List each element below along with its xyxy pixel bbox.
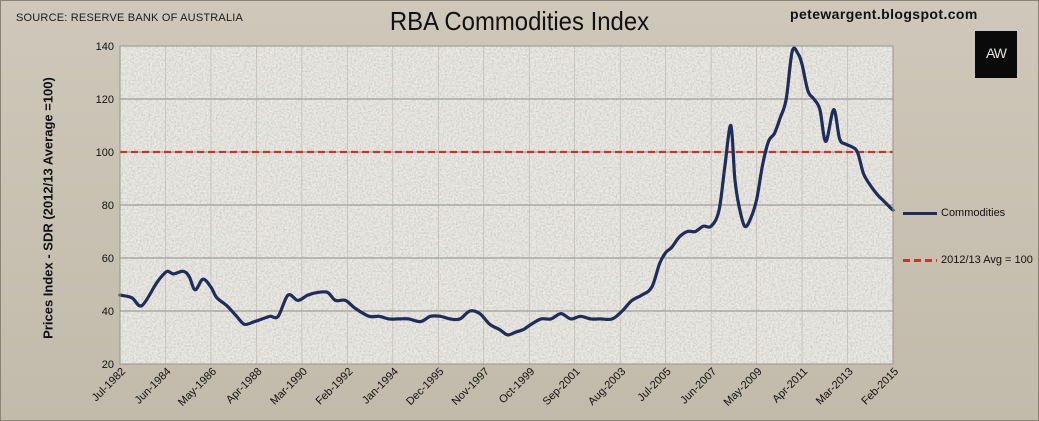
series-line-commodities: [118, 46, 895, 337]
x-tick-label-Jul-1982: Jul-1982: [90, 366, 128, 404]
x-tick-label-Jan-1994: Jan-1994: [360, 366, 401, 407]
x-tick-label-Mar-1990: Mar-1990: [268, 366, 310, 408]
y-tick-label-40: 40: [102, 306, 114, 318]
legend-item-average: 2012/13 Avg = 100: [903, 254, 1033, 266]
x-tick-label-Sep-2001: Sep-2001: [541, 366, 583, 408]
x-tick-label-Jun-1984: Jun-1984: [133, 366, 174, 407]
plot-area-border: [119, 45, 894, 365]
logo-text: AW: [985, 45, 1007, 61]
legend-label-average: 2012/13 Avg = 100: [941, 254, 1033, 266]
legend-item-commodities: Commodities: [903, 207, 1005, 219]
y-tick-label-120: 120: [96, 94, 114, 106]
x-tick-label-Jul-2005: Jul-2005: [635, 366, 673, 404]
y-tick-labels: 20 40 60 80 100 120 140: [96, 41, 114, 371]
x-tick-label-Nov-1997: Nov-1997: [450, 366, 492, 408]
x-tick-label-Feb-2015: Feb-2015: [859, 366, 901, 408]
x-tick-label-Dec-1995: Dec-1995: [404, 366, 446, 408]
y-tick-label-140: 140: [96, 41, 114, 53]
blog-url: petewargent.blogspot.com: [790, 6, 978, 22]
y-tick-label-60: 60: [102, 253, 114, 265]
x-tick-label-Mar-2013: Mar-2013: [814, 366, 856, 408]
y-tick-label-20: 20: [102, 359, 114, 371]
y-tick-label-100: 100: [96, 147, 114, 159]
series-layer: [118, 46, 895, 337]
x-tick-labels: Jul-1982 Jun-1984 May-1986 Apr-1988 Mar-1990…: [90, 366, 901, 409]
legend-swatch-average: [903, 258, 937, 262]
chart-title: RBA Commodities Index: [389, 6, 650, 36]
x-tick-label-Aug-2003: Aug-2003: [586, 366, 628, 408]
x-tick-label-May-2009: May-2009: [722, 366, 765, 409]
x-tick-label-Apr-2011: Apr-2011: [770, 366, 810, 406]
aw-logo: AW: [975, 31, 1017, 78]
x-tick-label-May-1986: May-1986: [176, 366, 219, 409]
x-tick-label-Feb-1992: Feb-1992: [314, 366, 356, 408]
legend-swatch-commodities: [903, 211, 937, 215]
x-tick-label-Oct-1999: Oct-1999: [497, 366, 537, 406]
x-tick-label-Apr-1988: Apr-1988: [224, 366, 264, 406]
x-tick-label-Jun-2007: Jun-2007: [678, 366, 719, 407]
legend-label-commodities: Commodities: [941, 207, 1006, 219]
source-note: SOURCE: RESERVE BANK OF AUSTRALIA: [16, 12, 244, 24]
y-tick-label-80: 80: [102, 200, 114, 212]
